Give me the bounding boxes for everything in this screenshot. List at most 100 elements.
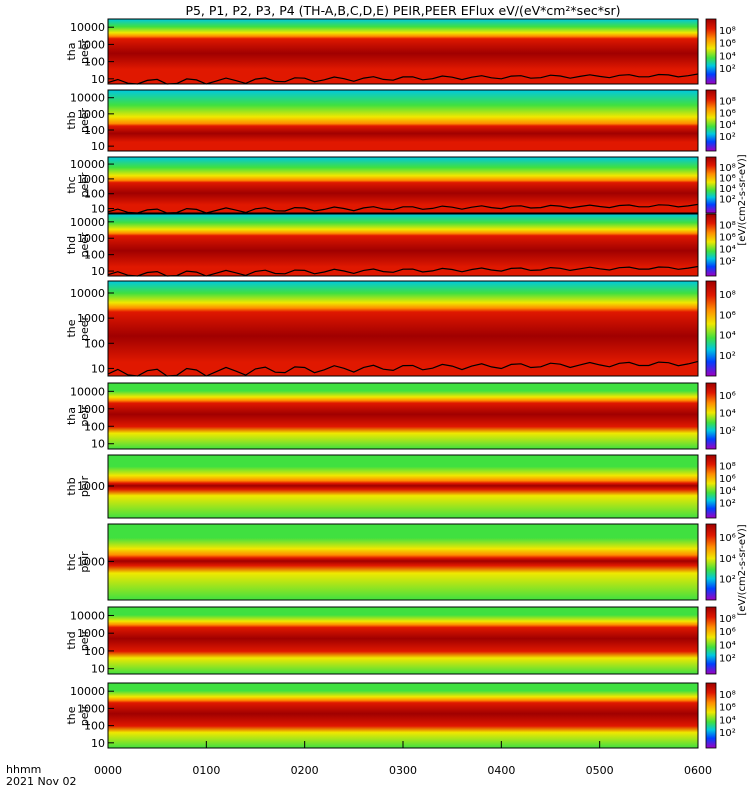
panel-label-instrument: peer bbox=[78, 172, 91, 198]
y-tick-label: 10000 bbox=[70, 609, 105, 622]
panel-frame bbox=[107, 89, 699, 152]
colorbar bbox=[705, 682, 717, 749]
colorbar-tick-label: 10⁶ bbox=[719, 233, 736, 244]
colorbar bbox=[705, 382, 717, 450]
colorbar-tick-label: 10² bbox=[719, 728, 736, 739]
y-tick-label: 100 bbox=[84, 124, 105, 137]
spectrogram-image bbox=[108, 383, 698, 449]
x-tick-label: 0200 bbox=[291, 764, 319, 777]
panel-label-instrument: peer bbox=[78, 316, 91, 342]
colorbar-tick-label: 10⁴ bbox=[719, 51, 736, 62]
y-tick-label: 100 bbox=[84, 249, 105, 262]
y-tick-label: 100 bbox=[84, 188, 105, 201]
colorbar-tick-label: 10² bbox=[719, 195, 736, 206]
y-tick-label: 1000 bbox=[77, 173, 105, 186]
y-tick-label: 10000 bbox=[70, 216, 105, 229]
colorbar-tick-label: 10² bbox=[719, 426, 736, 437]
y-tick-label: 1000 bbox=[77, 702, 105, 715]
colorbar-tick-label: 10⁴ bbox=[719, 409, 736, 420]
colorbar-tick-label: 10⁸ bbox=[719, 690, 736, 701]
y-tick-label: 1000 bbox=[77, 312, 105, 325]
spectrogram-image bbox=[108, 607, 698, 674]
y-tick-label: 10 bbox=[91, 438, 105, 451]
panel-frame bbox=[107, 280, 699, 377]
colorbar bbox=[705, 606, 717, 675]
spectrogram-image bbox=[108, 524, 698, 600]
y-tick-label: 10 bbox=[91, 362, 105, 375]
y-tick-label: 1000 bbox=[77, 627, 105, 640]
colorbar-tick-label: 10² bbox=[719, 575, 736, 586]
y-tick-label: 1000 bbox=[77, 38, 105, 51]
colorbar-tick-label: 10⁶ bbox=[719, 108, 736, 119]
spectrogram-image bbox=[108, 214, 698, 276]
colorbar bbox=[705, 89, 717, 152]
colorbar bbox=[705, 523, 717, 601]
y-tick-label: 100 bbox=[84, 420, 105, 433]
colorbar bbox=[705, 454, 717, 519]
colorbar-tick-label: 10² bbox=[719, 132, 736, 143]
panel-label-probe: thc bbox=[65, 553, 78, 570]
panel-label-instrument: peir bbox=[78, 475, 91, 497]
panel-frame bbox=[107, 213, 699, 277]
y-tick-label: 1000 bbox=[77, 555, 105, 568]
panel-thd-peir: 10000 1000 100 10 thd peir 10⁸ 10⁶ 10⁴ 10² bbox=[65, 606, 736, 676]
y-tick-label: 10000 bbox=[70, 685, 105, 698]
y-tick-label: 10 bbox=[91, 140, 105, 153]
panel-label-probe: tha bbox=[65, 407, 78, 425]
y-tick-label: 100 bbox=[84, 720, 105, 733]
y-tick-label: 1000 bbox=[77, 403, 105, 416]
y-tick-label: 10 bbox=[91, 73, 105, 86]
panel-label-probe: tha bbox=[65, 42, 78, 60]
panel-label-probe: thb bbox=[65, 477, 78, 495]
panel-frame bbox=[107, 382, 699, 450]
colorbar-tick-label: 10⁸ bbox=[719, 221, 736, 232]
panel-frame bbox=[107, 606, 699, 675]
y-tick-label: 1000 bbox=[77, 232, 105, 245]
y-tick-label: 10000 bbox=[70, 158, 105, 171]
colorbar-tick-label: 10⁶ bbox=[719, 533, 736, 544]
panel-label-instrument: peir bbox=[78, 551, 91, 573]
panel-label-probe: thd bbox=[65, 631, 78, 649]
colorbar-tick-label: 10⁴ bbox=[719, 486, 736, 497]
colorbar-tick-label: 10⁴ bbox=[719, 184, 736, 195]
panel-frame bbox=[107, 523, 699, 601]
colorbar-tick-label: 10⁸ bbox=[719, 26, 736, 37]
colorbar-tick-label: 10⁶ bbox=[719, 474, 736, 485]
colorbar-tick-label: 10⁴ bbox=[719, 554, 736, 565]
y-tick-label: 10 bbox=[91, 203, 105, 216]
colorbar-tick-label: 10² bbox=[719, 351, 736, 362]
colorbar-tick-label: 10⁶ bbox=[719, 391, 736, 402]
colorbar-tick-label: 10² bbox=[719, 64, 736, 75]
colorbar-tick-label: 10⁸ bbox=[719, 614, 736, 625]
colorbar-tick-label: 10⁶ bbox=[719, 39, 736, 50]
colorbar bbox=[705, 156, 717, 214]
x-tick-label: 0400 bbox=[487, 764, 515, 777]
y-tick-label: 10000 bbox=[70, 385, 105, 398]
y-tick-label: 10000 bbox=[70, 92, 105, 105]
panel-label-probe: thc bbox=[65, 176, 78, 193]
panel-label-probe: the bbox=[65, 319, 78, 337]
y-tick-label: 1000 bbox=[77, 480, 105, 493]
colorbar-tick-label: 10² bbox=[719, 498, 736, 509]
colorbar-tick-label: 10² bbox=[719, 257, 736, 268]
colorbar bbox=[705, 213, 717, 277]
figure-title: P5, P1, P2, P3, P4 (TH-A,B,C,D,E) PEIR,P… bbox=[185, 3, 620, 18]
colorbar bbox=[705, 18, 717, 85]
colorbar-unit-peer: [eV/(cm2-s-sr-eV)] bbox=[737, 154, 748, 245]
y-tick-label: 10000 bbox=[70, 287, 105, 300]
panel-tha-peir: 10000 1000 100 10 tha peir 10⁶ 10⁴ 10² bbox=[65, 382, 736, 451]
colorbar-tick-label: 10² bbox=[719, 654, 736, 665]
colorbar-tick-label: 10⁸ bbox=[719, 97, 736, 108]
panel-label-probe: the bbox=[65, 706, 78, 724]
colorbar-tick-label: 10⁴ bbox=[719, 120, 736, 131]
y-tick-label: 100 bbox=[84, 645, 105, 658]
x-axis-date-label: 2021 Nov 02 bbox=[6, 775, 76, 788]
panel-label-probe: thd bbox=[65, 236, 78, 254]
spectrogram-image bbox=[108, 19, 698, 84]
spectrogram-image bbox=[108, 683, 698, 748]
